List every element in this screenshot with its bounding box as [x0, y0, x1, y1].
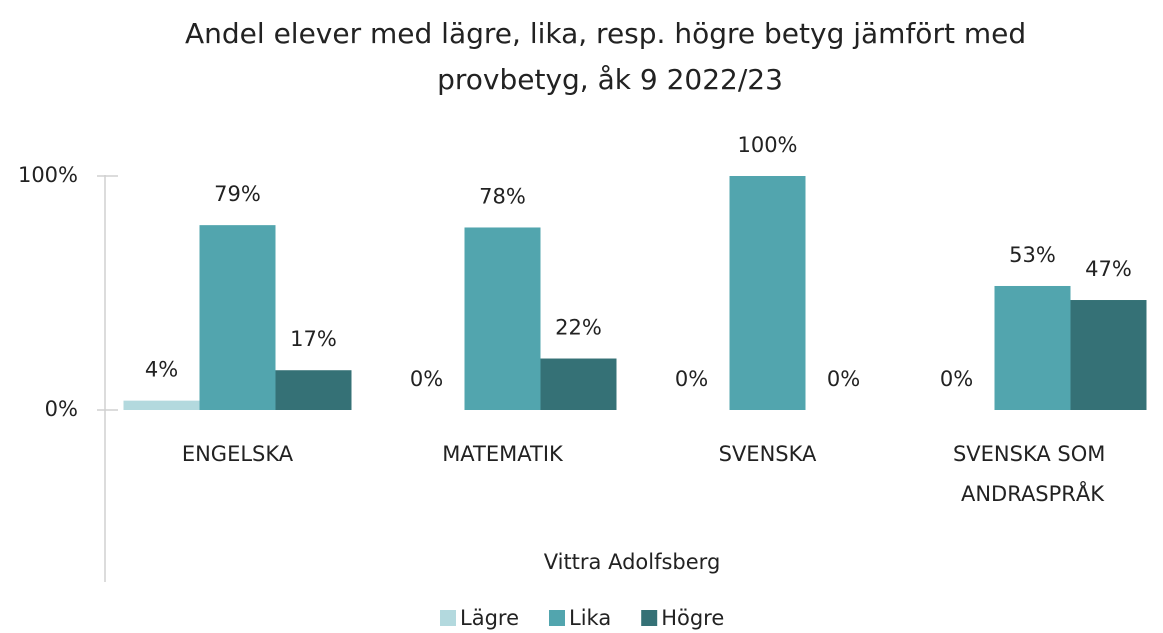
data-label: 100%: [737, 133, 797, 157]
data-label: 0%: [940, 367, 973, 391]
bar: [464, 227, 541, 410]
legend-label: Lika: [569, 606, 611, 630]
x-axis-label: Vittra Adolfsberg: [544, 550, 721, 574]
x-tick-label: ENGELSKA: [182, 442, 294, 466]
legend-swatch: [440, 610, 456, 626]
legend-swatch: [641, 610, 658, 626]
data-label: 0%: [410, 367, 443, 391]
bar: [994, 285, 1071, 410]
data-label: 78%: [479, 184, 526, 208]
bar: [275, 370, 352, 410]
x-tick-label: SVENSKA SOM ANDRASPRÅK: [953, 442, 1112, 506]
data-label: 17%: [290, 327, 337, 351]
data-label: 47%: [1085, 257, 1132, 281]
legend-swatch: [549, 610, 565, 626]
bar: [123, 400, 200, 410]
legend-label: Högre: [661, 606, 724, 630]
data-label: 22%: [555, 316, 602, 340]
legend-label: Lägre: [460, 606, 519, 630]
data-label: 4%: [145, 358, 178, 382]
y-tick-label: 0%: [45, 397, 78, 421]
bar: [199, 225, 276, 410]
bar: [540, 358, 617, 410]
data-label: 53%: [1009, 243, 1056, 267]
data-label: 79%: [214, 182, 261, 206]
x-tick-label: MATEMATIK: [442, 442, 564, 466]
data-label: 0%: [827, 367, 860, 391]
bar: [729, 176, 806, 410]
chart-title: Andel elever med lägre, lika, resp. högr…: [185, 17, 1035, 96]
x-tick-label: SVENSKA: [719, 442, 817, 466]
data-label: 0%: [675, 367, 708, 391]
y-tick-label: 100%: [18, 163, 78, 187]
bar: [1070, 300, 1147, 410]
